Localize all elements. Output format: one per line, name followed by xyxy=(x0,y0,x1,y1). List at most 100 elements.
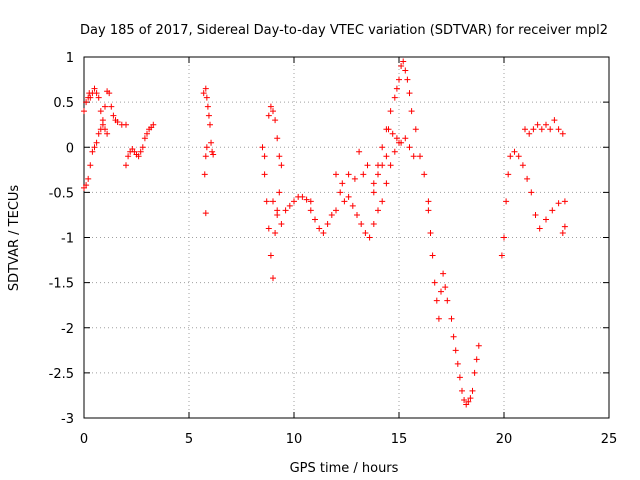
data-point xyxy=(543,121,549,128)
data-point xyxy=(366,234,373,241)
data-point xyxy=(461,396,468,403)
data-point xyxy=(97,108,104,115)
data-point xyxy=(209,148,216,155)
data-point xyxy=(291,198,297,205)
data-point xyxy=(270,275,276,282)
data-point xyxy=(501,234,507,241)
data-point xyxy=(526,130,533,137)
series-k xyxy=(333,148,390,196)
y-tick-label: -1.5 xyxy=(49,277,74,292)
data-point xyxy=(282,207,289,214)
x-axis-tick-labels: 0 5 10 15 20 25 xyxy=(80,432,617,447)
data-point xyxy=(406,90,413,97)
data-point xyxy=(270,108,276,115)
data-point xyxy=(358,220,365,227)
grid xyxy=(84,57,609,418)
data-point xyxy=(375,171,381,178)
series-c xyxy=(123,121,157,169)
data-point xyxy=(208,139,215,146)
data-point xyxy=(110,112,117,119)
data-point xyxy=(276,153,283,160)
data-point xyxy=(210,151,217,158)
data-point xyxy=(465,398,472,405)
data-point xyxy=(555,200,562,207)
data-point xyxy=(354,211,360,218)
data-point xyxy=(391,94,398,101)
data-point xyxy=(83,99,90,106)
data-point xyxy=(114,118,121,125)
data-point xyxy=(387,162,394,169)
data-point xyxy=(536,225,543,232)
data-point xyxy=(379,144,386,151)
data-point xyxy=(91,85,98,92)
x-tick-label: 0 xyxy=(80,432,88,447)
data-point xyxy=(307,207,314,214)
data-point xyxy=(435,315,442,322)
data-point xyxy=(385,126,392,133)
data-point xyxy=(370,189,377,196)
data-point xyxy=(87,94,94,101)
series-q xyxy=(559,223,568,236)
data-point xyxy=(316,225,323,232)
x-tick-label: 25 xyxy=(601,432,618,447)
data-point xyxy=(139,144,146,151)
y-tick-label: 1 xyxy=(66,51,74,66)
data-point xyxy=(274,135,281,142)
data-point xyxy=(328,211,335,218)
series-a xyxy=(81,85,129,128)
data-point xyxy=(450,333,457,340)
data-point xyxy=(307,198,314,205)
y-tick-label: 0.5 xyxy=(53,96,74,111)
data-point xyxy=(393,135,400,142)
axis-ticks xyxy=(83,56,610,419)
data-point xyxy=(555,126,562,133)
data-point xyxy=(81,108,87,115)
data-point xyxy=(274,211,281,218)
data-point xyxy=(150,121,157,128)
data-point xyxy=(320,229,327,236)
data-point xyxy=(93,90,100,97)
data-point xyxy=(95,94,102,101)
data-point xyxy=(203,94,210,101)
data-point xyxy=(267,103,274,110)
x-tick-label: 20 xyxy=(496,432,513,447)
data-point xyxy=(137,148,144,155)
data-point xyxy=(538,126,545,133)
data-point xyxy=(83,182,90,189)
data-point xyxy=(337,189,344,196)
data-point xyxy=(299,193,306,200)
data-point xyxy=(303,196,310,203)
data-point xyxy=(398,63,405,70)
data-point xyxy=(549,207,556,214)
data-point xyxy=(505,171,512,178)
data-point xyxy=(272,229,279,236)
data-point xyxy=(444,297,451,304)
data-point xyxy=(475,342,482,349)
data-point xyxy=(442,284,449,291)
data-point xyxy=(473,356,480,363)
chart-title: Day 185 of 2017, Sidereal Day-to-day VTE… xyxy=(80,23,608,38)
data-point xyxy=(559,229,566,236)
data-point xyxy=(286,202,293,209)
data-point xyxy=(551,117,558,124)
series-n xyxy=(425,207,482,408)
data-point xyxy=(123,121,129,128)
data-point xyxy=(543,216,549,223)
data-point xyxy=(421,171,428,178)
data-point xyxy=(400,58,407,65)
x-tick-label: 15 xyxy=(391,432,408,447)
data-point xyxy=(201,171,208,178)
data-point xyxy=(417,153,423,160)
data-point xyxy=(345,193,352,200)
data-point xyxy=(528,189,535,196)
y-tick-label: -2.5 xyxy=(49,367,74,382)
data-point xyxy=(370,180,377,187)
data-points xyxy=(81,58,568,408)
series-l xyxy=(370,58,432,205)
data-point xyxy=(534,121,541,128)
data-point xyxy=(125,153,132,160)
data-point xyxy=(345,171,352,178)
data-point xyxy=(360,171,367,178)
data-point xyxy=(408,108,415,115)
